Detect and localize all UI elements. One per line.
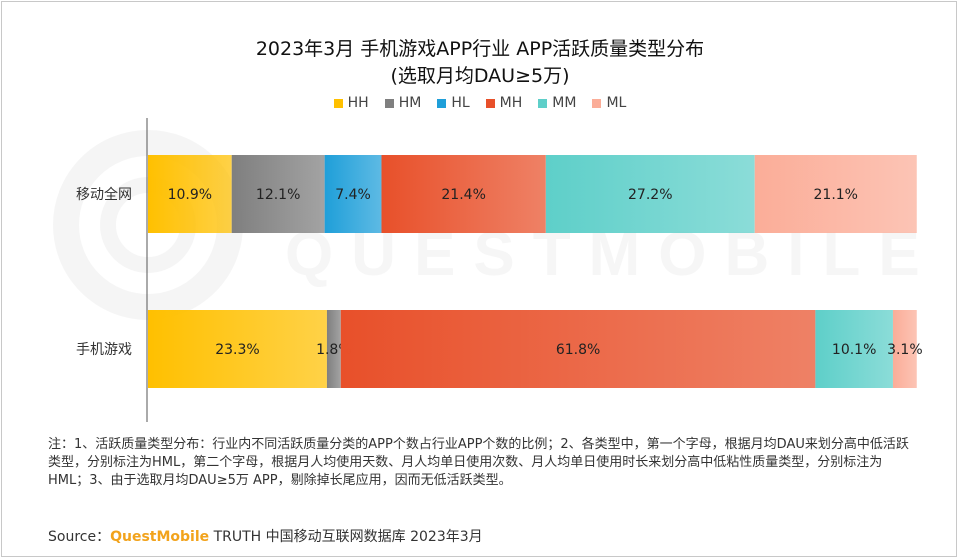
- footnote: 注：1、活跃质量类型分布：行业内不同活跃质量分类的APP个数占行业APP个数的比…: [48, 437, 909, 488]
- legend-swatch-mh: [485, 98, 495, 108]
- category-label-1: 手机游戏: [76, 342, 132, 358]
- data-label-hm-0: 12.1%: [256, 187, 300, 203]
- legend-item-hh: HH: [333, 95, 369, 111]
- legend-swatch-hl: [437, 98, 447, 108]
- data-label-mm-1: 10.1%: [832, 342, 876, 358]
- bar-segment-hh-1: [148, 310, 327, 388]
- bar-segment-hm-0: [231, 155, 325, 233]
- bar-segment-ml-1: [892, 310, 917, 388]
- legend-item-hl: HL: [437, 95, 470, 111]
- legend-item-mh: MH: [485, 95, 523, 111]
- data-label-mh-1: 61.8%: [556, 342, 600, 358]
- bar-segment-hm-1: [326, 310, 341, 388]
- chart-subtitle: (选取月均DAU≥5万): [390, 65, 570, 87]
- legend-swatch-hh: [333, 98, 343, 108]
- source-prefix: Source：: [48, 529, 111, 545]
- legend-label-mm: MM: [552, 95, 577, 111]
- bar-segment-hh-0: [148, 155, 232, 233]
- data-label-ml-1: 3.1%: [887, 342, 923, 358]
- chart-title: 2023年3月 手机游戏APP行业 APP活跃质量类型分布: [255, 38, 705, 60]
- data-label-hh-1: 23.3%: [215, 342, 259, 358]
- legend-swatch-ml: [592, 98, 602, 108]
- source-suffix: TRUTH 中国移动互联网数据库 2023年3月: [209, 529, 483, 545]
- legend-item-hm: HM: [384, 95, 422, 111]
- data-label-hh-0: 10.9%: [168, 187, 212, 203]
- legend-label-hm: HM: [398, 95, 422, 111]
- category-label-0: 移动全网: [76, 186, 132, 203]
- bar-segment-mm-1: [815, 310, 893, 388]
- legend-swatch-mm: [538, 98, 548, 108]
- legend-label-ml: ML: [606, 95, 627, 111]
- legend-item-ml: ML: [592, 95, 626, 111]
- bar-segment-mh-0: [381, 155, 546, 233]
- legend-swatch-hm: [384, 98, 394, 108]
- bar-segment-mh-1: [340, 310, 816, 388]
- data-label-hl-0: 7.4%: [335, 187, 371, 203]
- bar-segment-hl-0: [324, 155, 382, 233]
- legend-label-mh: MH: [499, 95, 523, 111]
- legend: HH HM HL MH MM ML: [0, 95, 960, 111]
- source-line: Source：QuestMobile TRUTH 中国移动互联网数据库 2023…: [48, 526, 483, 546]
- source-brand: QuestMobile: [110, 529, 210, 545]
- legend-item-mm: MM: [538, 95, 576, 111]
- legend-label-hh: HH: [347, 95, 369, 111]
- data-label-mh-0: 21.4%: [441, 187, 485, 203]
- data-label-ml-0: 21.1%: [814, 187, 858, 203]
- legend-label-hl: HL: [451, 95, 470, 111]
- bar-segment-mm-0: [545, 155, 755, 233]
- bar-segment-ml-0: [754, 155, 917, 233]
- data-label-mm-0: 27.2%: [628, 187, 672, 203]
